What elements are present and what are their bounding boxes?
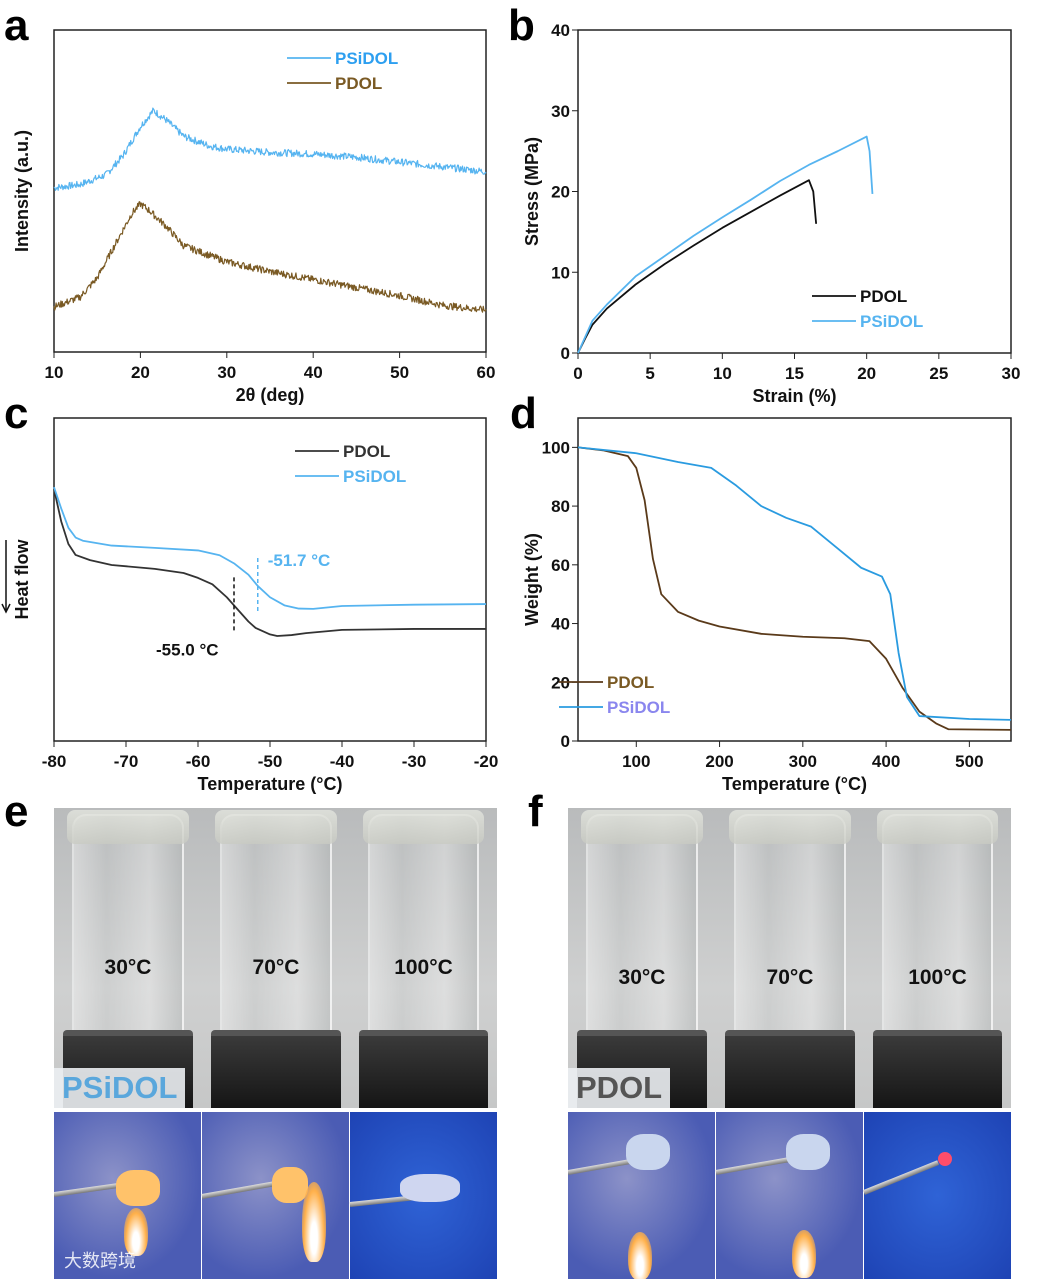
series-line-pdol bbox=[577, 446, 1012, 731]
temp-label: 30°C bbox=[104, 956, 152, 979]
series-line-psidol bbox=[577, 135, 874, 354]
legend-label: PDOL bbox=[335, 74, 382, 93]
flame-test-psidol: 大数跨境 bbox=[54, 1112, 497, 1279]
vial-30: 30°C bbox=[54, 808, 202, 1108]
x-tick-label: 15 bbox=[785, 364, 804, 383]
x-tick-label: -40 bbox=[330, 752, 355, 771]
x-tick-label: -50 bbox=[258, 752, 283, 771]
legend-label: PDOL bbox=[607, 673, 654, 692]
y-tick-label: 0 bbox=[561, 344, 570, 363]
x-tick-label: -70 bbox=[114, 752, 139, 771]
chart-b: 0 5 10 15 20 25 30 0 10 20 30 40 Strain (%) Stress (M… bbox=[522, 21, 1020, 406]
x-tick-label: 0 bbox=[573, 364, 582, 383]
x-tick-label: 50 bbox=[390, 363, 409, 382]
y-tick-label: 0 bbox=[561, 732, 570, 751]
x-tick-label: 5 bbox=[645, 364, 654, 383]
chart-c: -80 -70 -60 -50 -40 -30 -20 Temperature (°C) Hea… bbox=[1, 417, 499, 794]
x-tick-label: 60 bbox=[477, 363, 496, 382]
plot-frame bbox=[53, 417, 487, 742]
plot-frame bbox=[577, 417, 1012, 742]
vials-photo-pdol: 30°C 70°C 100°C PDOL bbox=[568, 808, 1011, 1108]
x-tick-label: 100 bbox=[622, 752, 650, 771]
x-tick-label: 200 bbox=[705, 752, 733, 771]
x-tick-label: 20 bbox=[131, 363, 150, 382]
y-tick-label: 20 bbox=[551, 183, 570, 202]
series-line-psidol bbox=[53, 107, 487, 191]
watermark: 大数跨境 bbox=[64, 1251, 136, 1271]
series-line-pdol bbox=[53, 201, 487, 313]
y-tick-label: 10 bbox=[551, 263, 570, 282]
legend-label: PDOL bbox=[860, 287, 907, 306]
x-tick-label: 400 bbox=[872, 752, 900, 771]
series-line-pdol bbox=[577, 179, 818, 354]
sample-tag: PDOL bbox=[568, 1068, 671, 1108]
tg-annotation: -55.0 °C bbox=[156, 640, 219, 659]
heat-flow-arrow-icon bbox=[1, 540, 11, 614]
x-tick-label: 25 bbox=[929, 364, 948, 383]
vial-30: 30°C bbox=[568, 808, 716, 1108]
x-tick-label: 300 bbox=[789, 752, 817, 771]
x-tick-label: 20 bbox=[857, 364, 876, 383]
y-tick-label: 80 bbox=[551, 497, 570, 516]
y-tick-label: 40 bbox=[551, 615, 570, 634]
vial-70: 70°C bbox=[716, 808, 864, 1108]
x-tick-label: -30 bbox=[402, 752, 427, 771]
temp-label: 30°C bbox=[618, 966, 666, 989]
series-line-psidol bbox=[53, 486, 487, 610]
vials-photo-psidol: 30°C 70°C 100°C PSiDOL bbox=[54, 808, 497, 1108]
x-axis-label: Strain (%) bbox=[752, 386, 836, 406]
panel-label-a: a bbox=[4, 1, 29, 50]
x-tick-label: -80 bbox=[42, 752, 67, 771]
x-tick-label: 10 bbox=[45, 363, 64, 382]
x-tick-label: 30 bbox=[217, 363, 236, 382]
flame-test-pdol bbox=[568, 1112, 1011, 1279]
temp-label: 70°C bbox=[766, 966, 814, 989]
panel-label-f: f bbox=[528, 787, 543, 836]
temp-label: 100°C bbox=[908, 966, 967, 989]
y-axis-label: Weight (%) bbox=[522, 533, 542, 626]
sample-tag: PSiDOL bbox=[54, 1068, 186, 1108]
x-tick-label: 500 bbox=[955, 752, 983, 771]
y-tick-label: 100 bbox=[542, 438, 570, 457]
y-tick-label: 40 bbox=[551, 21, 570, 40]
vial-100: 100°C bbox=[864, 808, 1011, 1108]
x-tick-label: 30 bbox=[1002, 364, 1021, 383]
vial-70: 70°C bbox=[202, 808, 350, 1108]
chart-a: 10 20 30 40 50 60 2θ (deg) Intensity (a.u.) PSiD… bbox=[12, 29, 496, 405]
legend-label: PSiDOL bbox=[607, 698, 670, 717]
legend-label: PSiDOL bbox=[860, 312, 923, 331]
x-axis-label: Temperature (°C) bbox=[198, 774, 343, 794]
x-axis-label: Temperature (°C) bbox=[722, 774, 867, 794]
series-line-psidol bbox=[577, 446, 1012, 721]
legend-label: PSiDOL bbox=[335, 49, 398, 68]
series-line-pdol bbox=[53, 488, 486, 637]
x-tick-label: -20 bbox=[474, 752, 499, 771]
legend-label: PDOL bbox=[343, 442, 390, 461]
plot-frame bbox=[53, 29, 487, 353]
legend-label: PSiDOL bbox=[343, 467, 406, 486]
x-tick-label: -60 bbox=[186, 752, 211, 771]
x-tick-label: 40 bbox=[304, 363, 323, 382]
tg-annotation: -51.7 °C bbox=[268, 551, 331, 570]
panel-label-b: b bbox=[508, 1, 535, 50]
temp-label: 100°C bbox=[394, 956, 453, 979]
plot-frame bbox=[577, 29, 1012, 354]
x-axis-label: 2θ (deg) bbox=[236, 385, 305, 405]
vial-100: 100°C bbox=[350, 808, 497, 1108]
y-tick-label: 30 bbox=[551, 102, 570, 121]
y-axis-label: Heat flow bbox=[12, 539, 32, 620]
panel-label-c: c bbox=[4, 389, 29, 438]
y-tick-label: 60 bbox=[551, 556, 570, 575]
panel-label-e: e bbox=[4, 787, 29, 836]
y-axis-label: Stress (MPa) bbox=[522, 137, 542, 246]
y-axis-label: Intensity (a.u.) bbox=[12, 130, 32, 252]
panel-label-d: d bbox=[510, 389, 537, 438]
x-tick-label: 10 bbox=[713, 364, 732, 383]
temp-label: 70°C bbox=[252, 956, 300, 979]
